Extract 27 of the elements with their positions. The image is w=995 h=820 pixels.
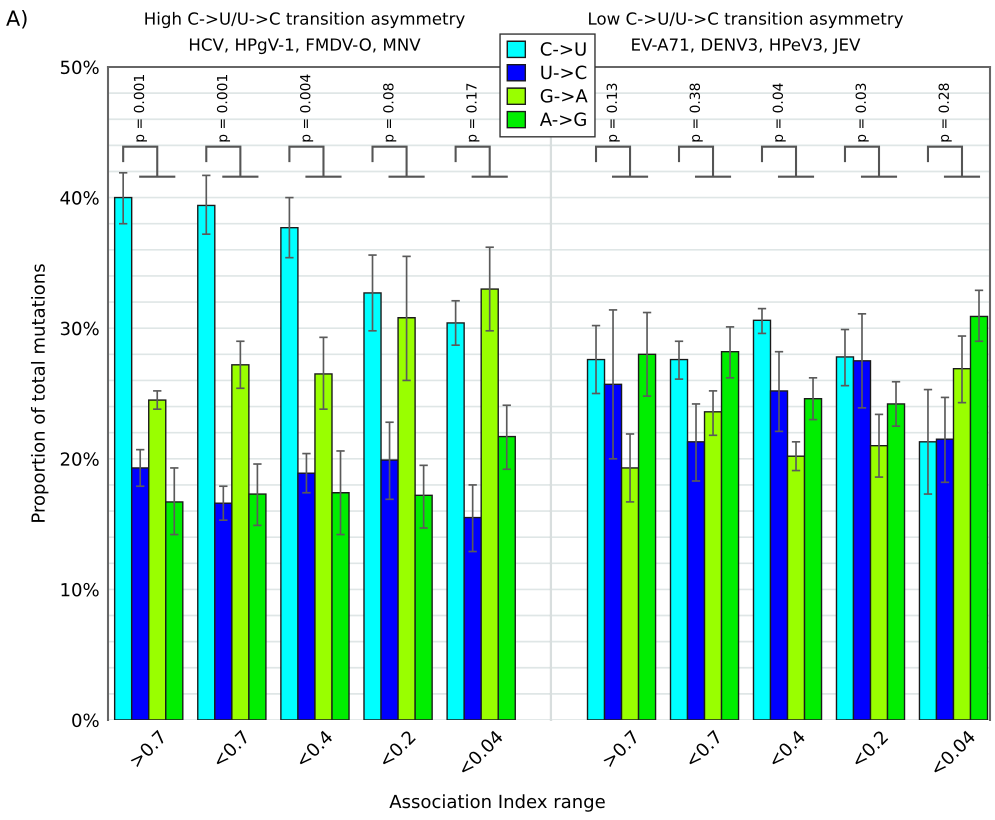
y-tick-label: 10% (62, 582, 99, 597)
text: A) (6, 10, 27, 28)
legend-label: U->C (541, 66, 586, 80)
annotation: p = 0.004 (300, 74, 314, 142)
annotation: p = 0.001 (134, 74, 147, 142)
chart-title: High C->U/U->C transition asymmetry (145, 12, 465, 28)
annotation: p = 0.28 (938, 83, 952, 142)
y-tick-label: 0% (72, 713, 99, 728)
x-axis-title: Association Index range (389, 794, 605, 812)
legend-label: G->A (540, 88, 588, 103)
chart-subtitle: EV-A71, DENV3, HPeV3, JEV (632, 38, 860, 54)
annotation: p = 0.001 (216, 74, 230, 142)
annotation: p = 0.08 (383, 83, 396, 142)
annotation: p = 0.17 (466, 84, 480, 142)
y-tick-label: 20% (60, 452, 99, 466)
y-tick-label: 40% (60, 191, 99, 205)
annotation: p = 0.38 (690, 83, 703, 142)
annotation: p = 0.13 (606, 84, 620, 142)
y-tick-label: 30% (60, 322, 99, 336)
legend-label: A->G (540, 112, 586, 126)
chart-subtitle: HCV, HPgV-1, FMDV-O, MNV (190, 38, 421, 54)
legend-label: C->U (540, 42, 586, 56)
annotation: p = 0.03 (856, 84, 869, 142)
y-axis-title: Proportion of total mutations (30, 264, 48, 522)
annotation: p = 0.04 (772, 83, 786, 142)
chart-title: Low C->U/U->C transition asymmetry (589, 12, 904, 28)
y-tick-label: 50% (60, 60, 99, 74)
